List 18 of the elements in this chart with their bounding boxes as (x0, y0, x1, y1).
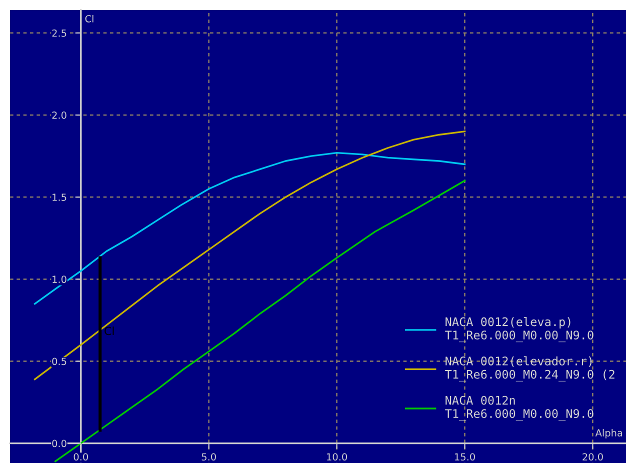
legend-label: NACA 0012(eleva.p) T1_Re6.000_M0.00_N9.0 (445, 316, 594, 342)
y-tick-label: 1.0 (52, 276, 66, 284)
x-tick-label: 0.0 (74, 453, 88, 461)
annotation: Cl (104, 326, 114, 336)
x-tick-label: 5.0 (202, 453, 216, 461)
x-tick-label: 20.0 (582, 453, 603, 461)
x-tick-label: 15.0 (455, 453, 475, 461)
y-tick-label: 1.5 (52, 194, 66, 201)
x-tick-label: 10.0 (327, 453, 347, 461)
x-axis-title: Alpha (595, 428, 622, 438)
legend-label: NACA 0012(elevador.r) T1_Re6.000_M0.24_N9.0 (2 (445, 356, 614, 382)
line-series (34, 152, 466, 305)
y-tick-label: 0.0 (52, 440, 66, 448)
y-axis-title: Cl (85, 14, 94, 22)
legend-label: NACA 0012n T1_Re6.000_M0.00_N9.0 (445, 396, 594, 421)
y-tick-label: 2.5 (52, 29, 66, 37)
y-tick-label: 0.5 (52, 358, 66, 366)
y-tick-label: 2.0 (52, 112, 66, 119)
